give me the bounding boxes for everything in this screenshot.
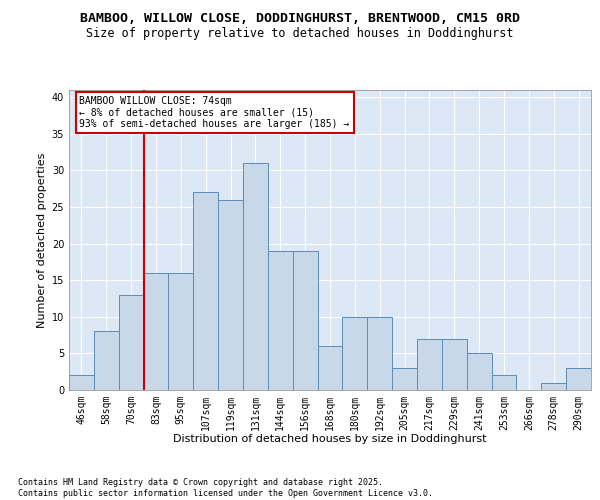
Bar [193, 192, 218, 390]
Bar [442, 339, 467, 390]
Bar [94, 332, 119, 390]
Bar [169, 273, 193, 390]
Text: Size of property relative to detached houses in Doddinghurst: Size of property relative to detached ho… [86, 28, 514, 40]
Bar [367, 317, 392, 390]
Bar [293, 251, 317, 390]
Bar [566, 368, 591, 390]
Text: Contains HM Land Registry data © Crown copyright and database right 2025.
Contai: Contains HM Land Registry data © Crown c… [18, 478, 433, 498]
Bar [243, 163, 268, 390]
Bar [491, 376, 517, 390]
Bar [143, 273, 169, 390]
Bar [69, 376, 94, 390]
Bar [343, 317, 367, 390]
Text: BAMBOO WILLOW CLOSE: 74sqm
← 8% of detached houses are smaller (15)
93% of semi-: BAMBOO WILLOW CLOSE: 74sqm ← 8% of detac… [79, 96, 350, 129]
Bar [317, 346, 343, 390]
Bar [218, 200, 243, 390]
Bar [268, 251, 293, 390]
X-axis label: Distribution of detached houses by size in Doddinghurst: Distribution of detached houses by size … [173, 434, 487, 444]
Y-axis label: Number of detached properties: Number of detached properties [37, 152, 47, 328]
Bar [392, 368, 417, 390]
Bar [417, 339, 442, 390]
Bar [467, 354, 491, 390]
Bar [119, 295, 143, 390]
Text: BAMBOO, WILLOW CLOSE, DODDINGHURST, BRENTWOOD, CM15 0RD: BAMBOO, WILLOW CLOSE, DODDINGHURST, BREN… [80, 12, 520, 26]
Bar [541, 382, 566, 390]
